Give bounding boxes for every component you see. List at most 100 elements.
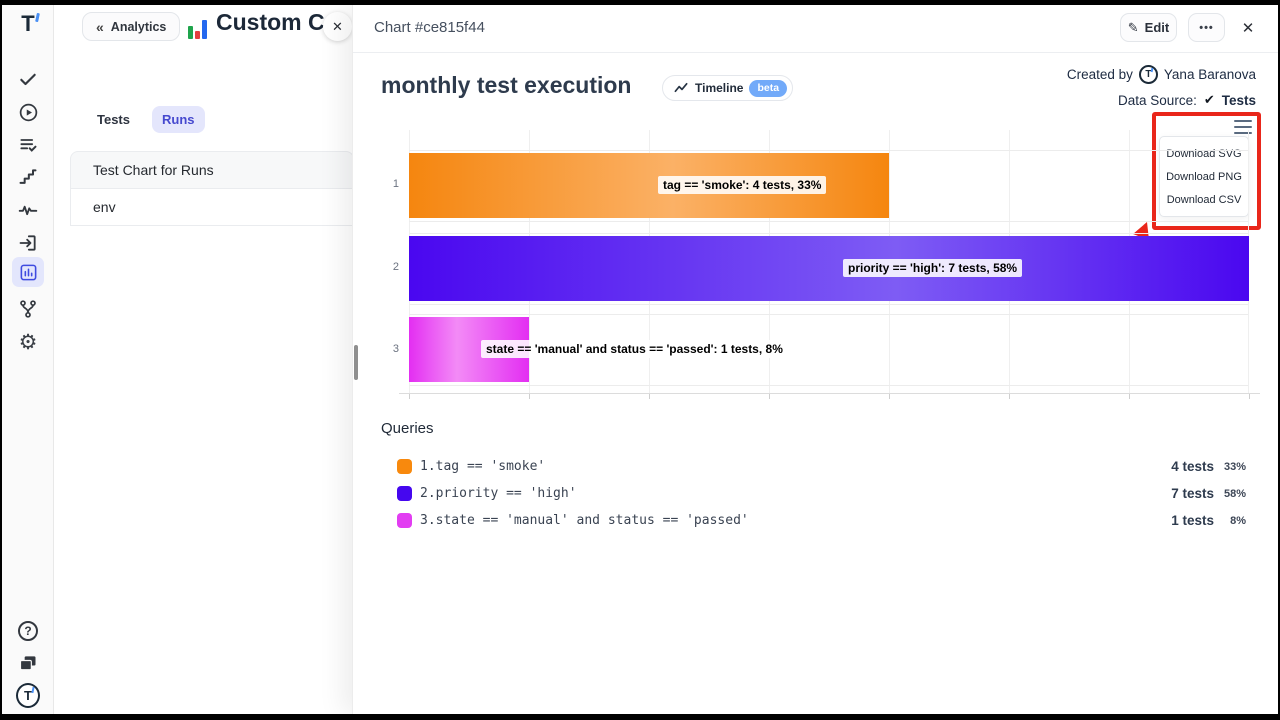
query-text: 2.priority == 'high' <box>420 486 577 501</box>
panel-close-button[interactable]: ✕ <box>323 12 352 41</box>
chart-bar[interactable] <box>409 236 1249 301</box>
more-button[interactable]: ••• <box>1188 13 1225 42</box>
frame-top <box>0 0 1280 5</box>
sidebar-item-analytics[interactable] <box>12 257 44 287</box>
query-tests-count: 7 tests <box>1171 486 1214 501</box>
queries-heading: Queries <box>381 420 434 437</box>
x-tick <box>529 394 530 399</box>
query-text: 3.state == 'manual' and status == 'passe… <box>420 513 749 528</box>
author-name: Yana Baranova <box>1163 67 1256 82</box>
sidebar-item-runs[interactable] <box>16 100 40 124</box>
x-tick <box>1129 394 1130 399</box>
query-color-swatch <box>397 513 412 528</box>
query-row: 3.state == 'manual' and status == 'passe… <box>381 507 1246 534</box>
play-circle-icon <box>19 103 37 121</box>
chart-colored-icon <box>188 15 212 39</box>
back-icon: « <box>96 18 104 35</box>
query-tests-count: 4 tests <box>1171 459 1214 474</box>
check-icon: ✔ <box>1203 92 1215 107</box>
scrollbar-thumb[interactable] <box>354 345 358 380</box>
query-legend: 1.tag == 'smoke' 4 tests 33% 2.priority == … <box>381 453 1246 534</box>
list-item-env[interactable]: env <box>70 188 354 226</box>
chart-band: tag == 'smoke': 4 tests, 33% <box>409 150 1248 222</box>
modal-title: Chart #ce815f44 <box>374 19 485 36</box>
profile-avatar: T <box>16 682 40 708</box>
app-logo[interactable]: T <box>16 12 40 36</box>
query-percent: 33% <box>1223 460 1246 473</box>
query-percent: 58% <box>1223 487 1246 500</box>
sidebar-item-help[interactable]: ? <box>16 619 40 643</box>
bar-label: state == 'manual' and status == 'passed'… <box>481 340 788 358</box>
modal-header: Chart #ce815f44 ✎ Edit ••• ✕ <box>353 5 1278 53</box>
edit-label: Edit <box>1144 20 1170 35</box>
panel-title: Custom C <box>216 9 325 35</box>
bar-chart-icon <box>20 264 36 280</box>
sidebar-item-branches[interactable] <box>16 297 40 321</box>
x-tick <box>889 394 890 399</box>
bar-chart-plot: tag == 'smoke': 4 tests, 33% priority == … <box>409 130 1249 393</box>
back-to-analytics-button[interactable]: « Analytics <box>82 12 181 41</box>
x-tick <box>769 394 770 399</box>
x-tick <box>1249 394 1250 399</box>
x-tick <box>409 394 410 399</box>
bar-label: priority == 'high': 7 tests, 58% <box>843 259 1023 277</box>
frame-right <box>1278 0 1280 720</box>
y-tick-label: 3 <box>392 343 399 355</box>
app-window: T <box>2 5 1278 714</box>
charts-panel: « Analytics Custom C ✕ Tests Runs Test C… <box>54 5 354 714</box>
frame-left <box>0 0 2 720</box>
sidebar-item-profile[interactable]: T <box>16 682 40 708</box>
panel-tabs: Tests Runs <box>87 106 205 133</box>
sidebar-item-import[interactable] <box>16 231 40 255</box>
docs-icon <box>19 656 36 671</box>
modal-close-button[interactable]: ✕ <box>1237 17 1259 39</box>
sidebar-item-tests[interactable] <box>16 67 40 91</box>
sidebar-item-pulse[interactable] <box>16 198 40 222</box>
chart-band: priority == 'high': 7 tests, 58% <box>409 233 1249 305</box>
login-box-icon <box>19 235 36 251</box>
pencil-icon: ✎ <box>1127 19 1139 35</box>
check-icon <box>20 73 36 86</box>
timeline-toggle[interactable]: Timeline beta <box>662 75 794 101</box>
timeline-label: Timeline <box>695 81 744 95</box>
bar-label: tag == 'smoke': 4 tests, 33% <box>658 176 827 194</box>
query-color-swatch <box>397 459 412 474</box>
query-row: 2.priority == 'high' 7 tests 58% <box>381 480 1246 507</box>
sidebar-item-plans[interactable] <box>16 133 40 157</box>
ellipsis-icon: ••• <box>1199 21 1214 34</box>
data-source-row: Data Source: ✔ Tests <box>1118 92 1256 108</box>
created-by-label: Created by <box>1066 67 1133 82</box>
sidebar-item-settings[interactable]: ⚙ <box>16 330 40 354</box>
tab-runs[interactable]: Runs <box>152 106 205 133</box>
branch-icon <box>20 300 36 318</box>
pulse-icon <box>18 205 38 216</box>
icon-sidebar: T <box>2 5 54 714</box>
help-icon: ? <box>18 621 38 641</box>
tab-tests[interactable]: Tests <box>97 112 130 127</box>
chart-band: state == 'manual' and status == 'passed'… <box>409 314 1248 386</box>
query-color-swatch <box>397 486 412 501</box>
back-label: Analytics <box>110 19 167 34</box>
y-tick-label: 2 <box>392 261 399 273</box>
data-source-value: Tests <box>1221 92 1256 108</box>
created-by-row: Created by T Yana Baranova <box>1067 65 1256 84</box>
x-tick <box>1009 394 1010 399</box>
query-text: 1.tag == 'smoke' <box>420 459 546 474</box>
chart-title: monthly test execution <box>381 72 632 98</box>
close-icon: ✕ <box>332 18 343 34</box>
data-source-label: Data Source: <box>1118 92 1197 108</box>
chart-modal: Chart #ce815f44 ✎ Edit ••• ✕ monthly tes… <box>352 5 1278 714</box>
x-axis <box>399 393 1260 400</box>
list-check-icon <box>20 139 37 152</box>
y-tick-label: 1 <box>392 178 399 190</box>
query-tests-count: 1 tests <box>1171 513 1214 528</box>
list-item-test-chart-for-runs[interactable]: Test Chart for Runs <box>70 151 354 188</box>
logo-t-icon: T <box>21 13 40 35</box>
sidebar-item-steps[interactable] <box>16 165 40 189</box>
query-row: 1.tag == 'smoke' 4 tests 33% <box>381 453 1246 480</box>
sidebar-item-docs[interactable] <box>16 651 40 675</box>
frame-bottom <box>0 714 1280 720</box>
gear-icon: ⚙ <box>18 330 38 354</box>
edit-button[interactable]: ✎ Edit <box>1120 13 1177 42</box>
